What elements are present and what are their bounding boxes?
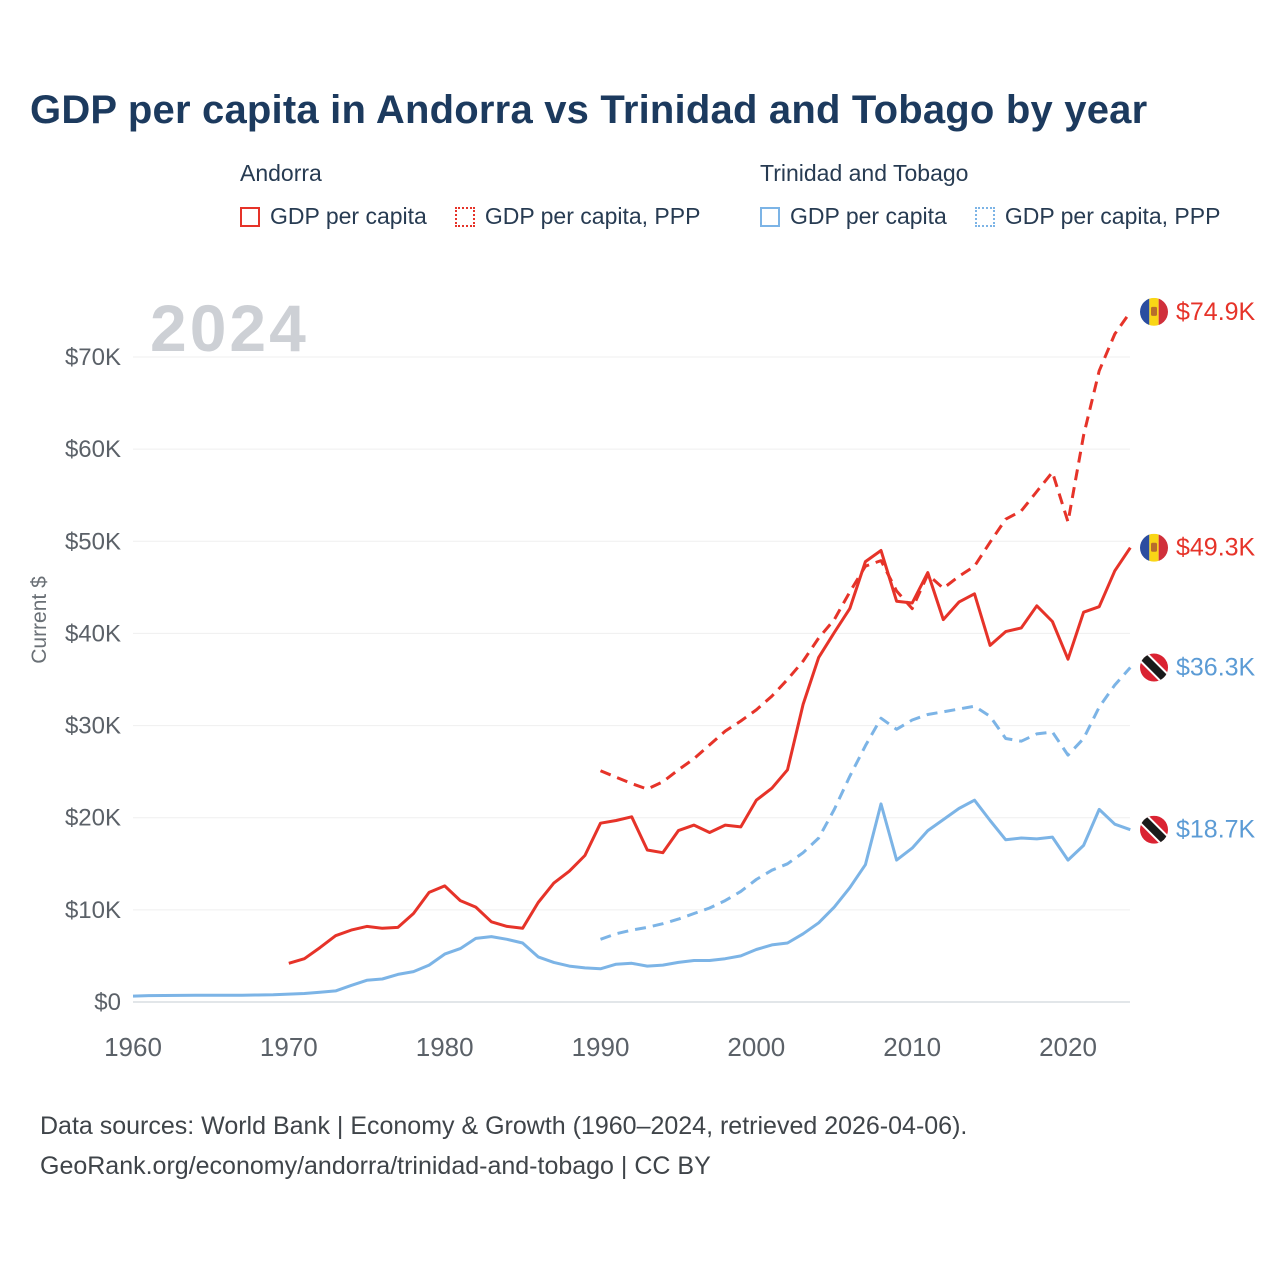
- series-line-trinidad_gdp: [132, 798, 1131, 998]
- legend-group-trinidad: Trinidad and Tobago GDP per capita GDP p…: [760, 160, 1220, 230]
- y-tick-label: $30K: [65, 713, 121, 740]
- footer-data-sources: Data sources: World Bank | Economy & Gro…: [40, 1112, 968, 1140]
- y-tick-label: $50K: [65, 528, 121, 555]
- legend-swatch-andorra-gdp-ppp[interactable]: [454, 206, 475, 227]
- x-tick-label: 1970: [260, 1032, 318, 1062]
- x-tick-label: 2010: [883, 1032, 941, 1062]
- end-label-andorra_gdp: $49.3K: [1176, 534, 1256, 562]
- line-chart: $0 $10K $20K $30K $40K $50K $60K $70K 1960 1970 19…: [28, 297, 1256, 1062]
- watermark-year: 2024: [150, 291, 309, 365]
- end-label-trinidad_gdp_ppp: $36.3K: [1176, 654, 1256, 682]
- end-label-trinidad_gdp: $18.7K: [1176, 816, 1256, 844]
- flag-andorra-icon: [1140, 533, 1168, 562]
- x-tick-label: 1960: [104, 1032, 162, 1062]
- legend-swatch-andorra-gdp[interactable]: [240, 206, 260, 227]
- y-tick-label: $70K: [65, 344, 121, 371]
- x-tick-label: 1990: [572, 1032, 630, 1062]
- legend-label-trinidad-gdp[interactable]: GDP per capita: [790, 203, 947, 229]
- legend-swatch-trinidad-gdp-ppp[interactable]: [974, 206, 995, 227]
- footer: Data sources: World Bank | Economy & Gro…: [40, 1106, 1240, 1186]
- legend-swatch-trinidad-gdp[interactable]: [760, 206, 780, 227]
- legend-label-trinidad-gdp-ppp[interactable]: GDP per capita, PPP: [1004, 203, 1221, 229]
- y-tick-label: $0: [94, 989, 121, 1016]
- legend-group-andorra: Andorra GDP per capita GDP per capita, P…: [240, 160, 700, 230]
- series-line-trinidad_gdp_ppp: [600, 666, 1132, 941]
- series-line-andorra_gdp: [288, 546, 1132, 965]
- page-title: GDP per capita in Andorra vs Trinidad an…: [30, 88, 1148, 132]
- footer-attribution: GeoRank.org/economy/andorra/trinidad-and…: [40, 1152, 711, 1180]
- legend-group-title-andorra: Andorra: [240, 160, 322, 186]
- y-tick-label: $40K: [65, 620, 121, 647]
- y-tick-label: $10K: [65, 897, 121, 924]
- flag-andorra-icon: [1140, 297, 1168, 326]
- x-tick-label: 1980: [416, 1032, 474, 1062]
- legend-label-andorra-gdp[interactable]: GDP per capita: [270, 203, 427, 229]
- y-tick-label: $20K: [65, 805, 121, 832]
- y-axis-title: Current $: [28, 576, 51, 664]
- flag-trinidad-icon: [1140, 653, 1168, 682]
- legend-group-title-trinidad: Trinidad and Tobago: [760, 160, 969, 186]
- x-tick-label: 2000: [727, 1032, 785, 1062]
- end-label-andorra_gdp_ppp: $74.9K: [1176, 298, 1256, 326]
- legend-label-andorra-gdp-ppp[interactable]: GDP per capita, PPP: [484, 203, 701, 229]
- flag-trinidad-icon: [1140, 815, 1168, 844]
- y-tick-label: $60K: [65, 436, 121, 463]
- x-tick-label: 2020: [1039, 1032, 1097, 1062]
- series-line-andorra_gdp_ppp: [599, 311, 1132, 791]
